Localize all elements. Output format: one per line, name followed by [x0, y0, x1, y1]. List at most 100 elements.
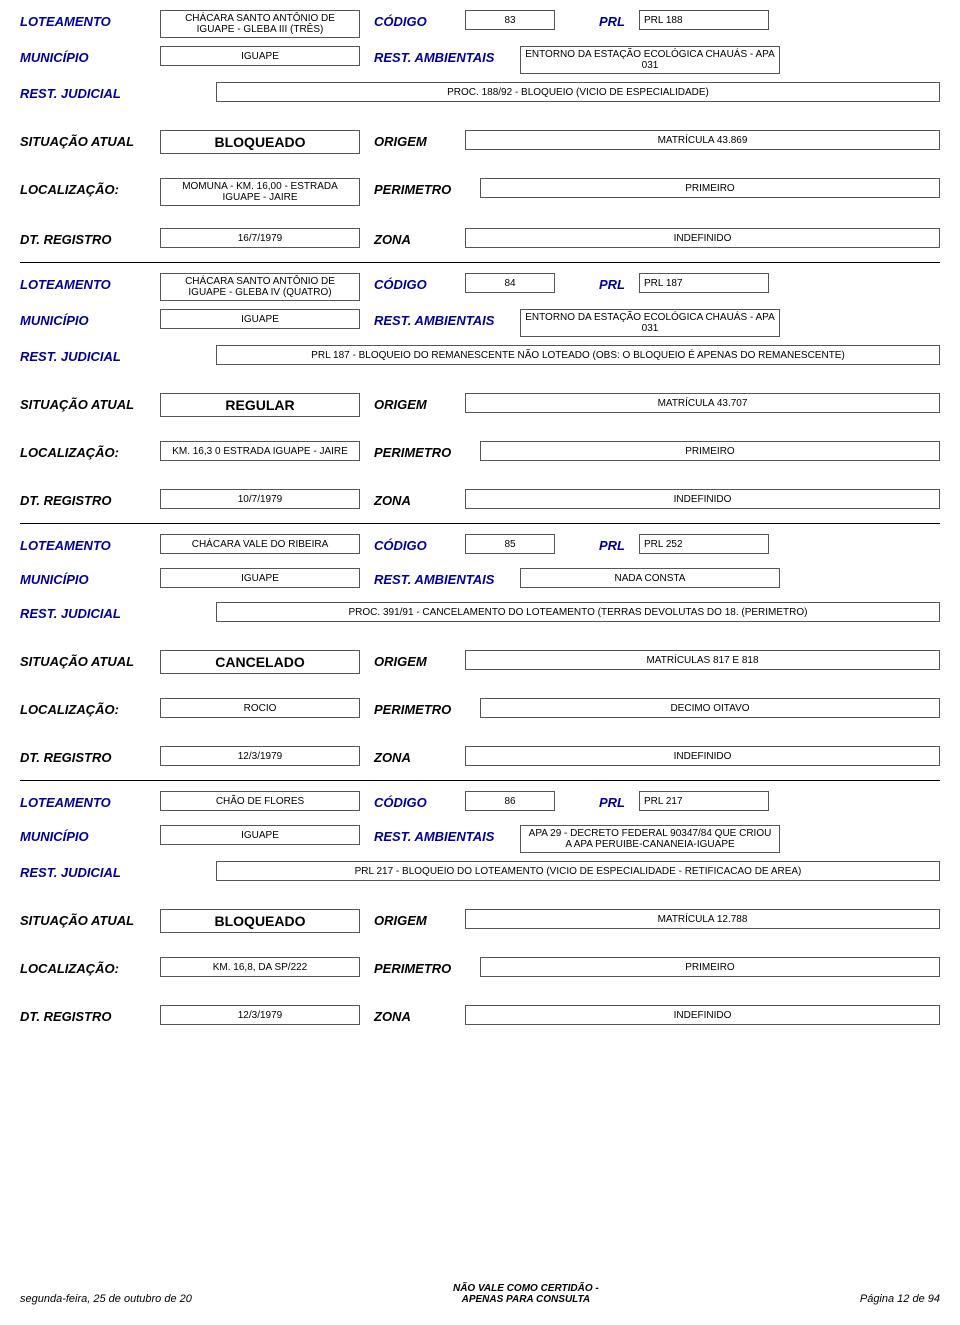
label-loteamento: LOTEAMENTO: [20, 534, 160, 553]
label-perimetro: PERIMETRO: [360, 441, 480, 460]
value-rest-amb: APA 29 - DECRETO FEDERAL 90347/84 QUE CR…: [520, 825, 780, 853]
label-prl: PRL: [585, 10, 639, 29]
value-rest-judicial: PROC. 188/92 - BLOQUEIO (VICIO DE ESPECI…: [216, 82, 940, 102]
value-rest-amb: ENTORNO DA ESTAÇÃO ECOLÓGICA CHAUÁS - AP…: [520, 309, 780, 337]
value-localizacao: ROCIO: [160, 698, 360, 718]
value-loteamento: CHÁCARA VALE DO RIBEIRA: [160, 534, 360, 554]
footer-date: segunda-feira, 25 de outubro de 20: [20, 1293, 192, 1305]
value-localizacao: KM. 16,8, DA SP/222: [160, 957, 360, 977]
label-dt-registro: DT. REGISTRO: [20, 489, 160, 508]
value-situacao: BLOQUEADO: [160, 909, 360, 933]
record: LOTEAMENTO CHÁCARA SANTO ANTÔNIO DE IGUA…: [20, 273, 940, 515]
value-municipio: IGUAPE: [160, 46, 360, 66]
value-zona: INDEFINIDO: [465, 746, 940, 766]
value-municipio: IGUAPE: [160, 825, 360, 845]
value-prl: PRL 252: [639, 534, 769, 554]
value-situacao: CANCELADO: [160, 650, 360, 674]
value-loteamento: CHÁCARA SANTO ANTÔNIO DE IGUAPE - GLEBA …: [160, 273, 360, 301]
value-loteamento: CHÁCARA SANTO ANTÔNIO DE IGUAPE - GLEBA …: [160, 10, 360, 38]
label-perimetro: PERIMETRO: [360, 178, 480, 197]
value-perimetro: DECIMO OITAVO: [480, 698, 940, 718]
value-perimetro: PRIMEIRO: [480, 441, 940, 461]
footer-disclaimer: NÃO VALE COMO CERTIDÃO - APENAS PARA CON…: [453, 1283, 599, 1305]
label-prl: PRL: [585, 534, 639, 553]
label-situacao: SITUAÇÃO ATUAL: [20, 909, 160, 928]
label-rest-amb: REST. AMBIENTAIS: [360, 46, 520, 65]
label-rest-judicial: REST. JUDICIAL: [20, 602, 160, 621]
value-zona: INDEFINIDO: [465, 1005, 940, 1025]
value-codigo: 86: [465, 791, 555, 811]
label-origem: ORIGEM: [360, 130, 465, 149]
label-codigo: CÓDIGO: [360, 10, 465, 29]
value-municipio: IGUAPE: [160, 568, 360, 588]
value-zona: INDEFINIDO: [465, 489, 940, 509]
label-prl: PRL: [585, 273, 639, 292]
value-situacao: REGULAR: [160, 393, 360, 417]
label-localizacao: LOCALIZAÇÃO:: [20, 441, 160, 460]
value-perimetro: PRIMEIRO: [480, 178, 940, 198]
value-prl: PRL 217: [639, 791, 769, 811]
label-loteamento: LOTEAMENTO: [20, 791, 160, 810]
label-dt-registro: DT. REGISTRO: [20, 228, 160, 247]
value-prl: PRL 187: [639, 273, 769, 293]
label-codigo: CÓDIGO: [360, 273, 465, 292]
value-zona: INDEFINIDO: [465, 228, 940, 248]
label-rest-judicial: REST. JUDICIAL: [20, 345, 160, 364]
label-zona: ZONA: [360, 489, 465, 508]
label-dt-registro: DT. REGISTRO: [20, 746, 160, 765]
value-origem: MATRÍCULA 43.707: [465, 393, 940, 413]
label-codigo: CÓDIGO: [360, 534, 465, 553]
label-rest-amb: REST. AMBIENTAIS: [360, 568, 520, 587]
label-rest-amb: REST. AMBIENTAIS: [360, 309, 520, 328]
page-footer: segunda-feira, 25 de outubro de 20 NÃO V…: [20, 1283, 940, 1305]
value-loteamento: CHÃO DE FLORES: [160, 791, 360, 811]
label-dt-registro: DT. REGISTRO: [20, 1005, 160, 1024]
value-rest-judicial: PROC. 391/91 - CANCELAMENTO DO LOTEAMENT…: [216, 602, 940, 622]
value-codigo: 85: [465, 534, 555, 554]
label-municipio: MUNICÍPIO: [20, 309, 160, 328]
record: LOTEAMENTO CHÁCARA VALE DO RIBEIRA CÓDIG…: [20, 534, 940, 772]
value-municipio: IGUAPE: [160, 309, 360, 329]
label-municipio: MUNICÍPIO: [20, 825, 160, 844]
label-zona: ZONA: [360, 228, 465, 247]
value-dt-registro: 12/3/1979: [160, 1005, 360, 1025]
record: LOTEAMENTO CHÁCARA SANTO ANTÔNIO DE IGUA…: [20, 10, 940, 254]
label-rest-judicial: REST. JUDICIAL: [20, 861, 160, 880]
label-prl: PRL: [585, 791, 639, 810]
label-municipio: MUNICÍPIO: [20, 568, 160, 587]
separator: [20, 262, 940, 263]
footer-page: Página 12 de 94: [860, 1293, 940, 1305]
label-loteamento: LOTEAMENTO: [20, 10, 160, 29]
value-rest-judicial: PRL 187 - BLOQUEIO DO REMANESCENTE NÃO L…: [216, 345, 940, 365]
label-municipio: MUNICÍPIO: [20, 46, 160, 65]
label-zona: ZONA: [360, 746, 465, 765]
label-localizacao: LOCALIZAÇÃO:: [20, 698, 160, 717]
value-origem: MATRÍCULA 12.788: [465, 909, 940, 929]
value-localizacao: KM. 16,3 0 ESTRADA IGUAPE - JAIRE: [160, 441, 360, 461]
value-codigo: 84: [465, 273, 555, 293]
label-situacao: SITUAÇÃO ATUAL: [20, 650, 160, 669]
value-situacao: BLOQUEADO: [160, 130, 360, 154]
label-situacao: SITUAÇÃO ATUAL: [20, 393, 160, 412]
value-localizacao: MOMUNA - KM. 16,00 - ESTRADA IGUAPE - JA…: [160, 178, 360, 206]
value-rest-amb: NADA CONSTA: [520, 568, 780, 588]
label-rest-amb: REST. AMBIENTAIS: [360, 825, 520, 844]
label-localizacao: LOCALIZAÇÃO:: [20, 957, 160, 976]
value-dt-registro: 12/3/1979: [160, 746, 360, 766]
label-loteamento: LOTEAMENTO: [20, 273, 160, 292]
label-codigo: CÓDIGO: [360, 791, 465, 810]
value-dt-registro: 16/7/1979: [160, 228, 360, 248]
value-codigo: 83: [465, 10, 555, 30]
value-dt-registro: 10/7/1979: [160, 489, 360, 509]
value-perimetro: PRIMEIRO: [480, 957, 940, 977]
value-origem: MATRÍCULAS 817 E 818: [465, 650, 940, 670]
value-rest-judicial: PRL 217 - BLOQUEIO DO LOTEAMENTO (VICIO …: [216, 861, 940, 881]
value-origem: MATRÍCULA 43.869: [465, 130, 940, 150]
label-rest-judicial: REST. JUDICIAL: [20, 82, 160, 101]
label-zona: ZONA: [360, 1005, 465, 1024]
value-prl: PRL 188: [639, 10, 769, 30]
label-perimetro: PERIMETRO: [360, 957, 480, 976]
label-origem: ORIGEM: [360, 909, 465, 928]
label-situacao: SITUAÇÃO ATUAL: [20, 130, 160, 149]
value-rest-amb: ENTORNO DA ESTAÇÃO ECOLÓGICA CHAUÁS - AP…: [520, 46, 780, 74]
